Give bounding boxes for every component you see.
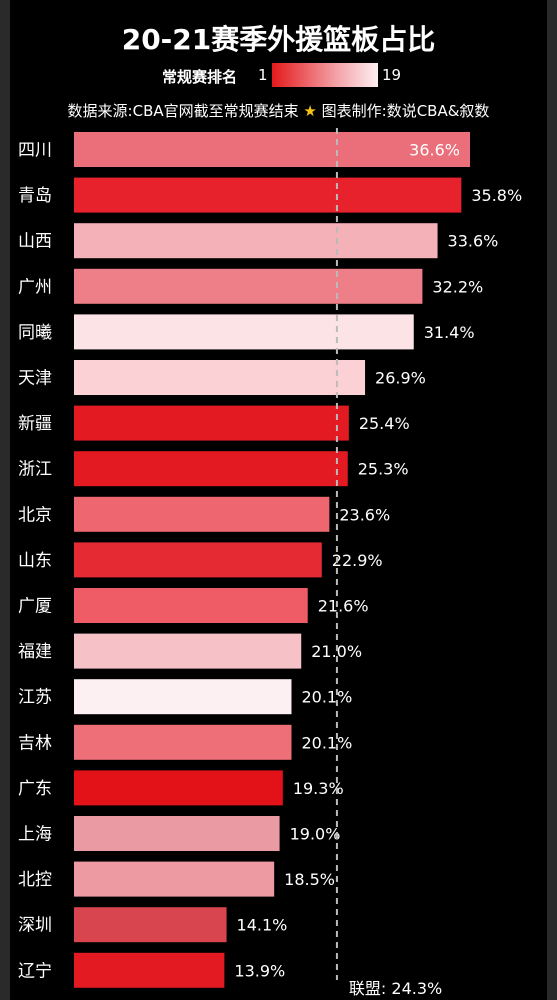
chart-title: 20-21赛季外援篮板占比 — [121, 23, 436, 56]
category-label: 上海 — [18, 825, 52, 845]
bar — [74, 724, 292, 760]
category-label: 广东 — [18, 779, 52, 799]
value-label: 14.1% — [237, 916, 288, 935]
category-label: 同曦 — [18, 323, 52, 343]
bar — [74, 268, 423, 304]
bar — [74, 633, 302, 669]
source-note: 数据来源:CBA官网截至常规赛结束 ★ 图表制作:数说CBA&叙数 — [10, 100, 547, 121]
category-label: 天津 — [18, 369, 52, 389]
category-label: 福建 — [18, 642, 52, 662]
value-label: 26.9% — [375, 369, 426, 388]
value-label: 21.6% — [318, 597, 369, 616]
value-label: 25.4% — [359, 414, 410, 433]
bar-chart: 四川 36.6% 青岛 35.8% 山西 33.6% 广州 32.2% 同曦 31.4% 天津 26.… — [18, 128, 522, 998]
color-legend-max: 19 — [382, 66, 402, 84]
category-label: 山东 — [18, 551, 52, 571]
bar — [74, 223, 438, 259]
value-label: 13.9% — [234, 961, 285, 980]
bar — [74, 360, 366, 395]
bar — [74, 132, 471, 167]
category-label: 北京 — [18, 505, 52, 525]
category-label: 北控 — [18, 870, 52, 890]
category-label: 山西 — [18, 232, 52, 252]
value-label: 20.1% — [301, 733, 352, 752]
league-average-label: 联盟: 24.3% — [349, 979, 442, 998]
bar — [74, 679, 292, 715]
value-label: 19.0% — [290, 825, 341, 844]
bar — [74, 588, 308, 623]
value-label: 18.5% — [284, 870, 335, 889]
category-label: 吉林 — [18, 733, 52, 753]
star-icon: ★ — [303, 102, 317, 120]
value-label: 22.9% — [332, 551, 383, 570]
bar — [74, 177, 462, 213]
category-label: 江苏 — [18, 688, 52, 708]
category-label: 四川 — [18, 141, 52, 161]
category-label: 浙江 — [18, 460, 52, 480]
category-label: 新疆 — [18, 414, 52, 434]
value-label: 36.6% — [409, 141, 460, 160]
bar — [74, 405, 349, 441]
value-label: 31.4% — [424, 323, 475, 342]
bar — [74, 816, 280, 851]
credit-text: 图表制作:数说CBA&叙数 — [321, 102, 490, 120]
category-label: 青岛 — [18, 186, 52, 206]
bar — [74, 907, 227, 943]
value-label: 21.0% — [311, 642, 362, 661]
value-label: 33.6% — [448, 232, 499, 251]
value-label: 20.1% — [301, 688, 352, 707]
bar — [74, 952, 225, 988]
bar — [74, 451, 348, 487]
category-label: 广厦 — [18, 597, 52, 617]
color-legend-gradient — [272, 63, 378, 87]
category-label: 广州 — [18, 277, 52, 297]
value-label: 19.3% — [293, 779, 344, 798]
bar — [74, 314, 414, 350]
value-label: 32.2% — [432, 277, 483, 296]
color-legend-label: 常规赛排名 — [162, 68, 238, 86]
bar — [74, 542, 322, 578]
value-label: 35.8% — [471, 186, 522, 205]
chart-canvas: 20-21赛季外援篮板占比 常规赛排名 1 19 数据来源:CBA官网截至常规赛… — [10, 0, 547, 1000]
category-label: 辽宁 — [18, 961, 52, 981]
color-legend-min: 1 — [258, 66, 268, 84]
value-label: 25.3% — [358, 460, 409, 479]
value-label: 23.6% — [339, 505, 390, 524]
bar — [74, 770, 283, 806]
bar — [74, 861, 275, 897]
source-text: 数据来源:CBA官网截至常规赛结束 — [67, 102, 299, 120]
category-label: 深圳 — [18, 916, 52, 936]
bar — [74, 496, 330, 532]
